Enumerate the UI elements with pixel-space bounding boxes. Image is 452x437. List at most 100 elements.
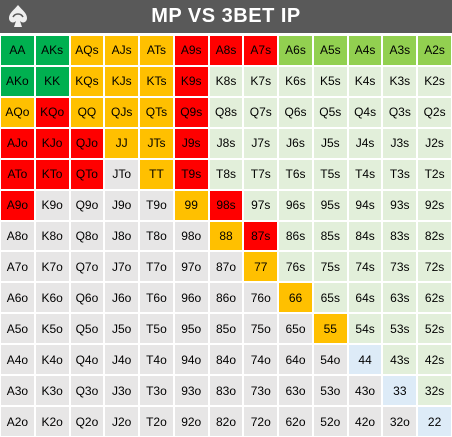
hand-cell-Q7o: Q7o bbox=[70, 252, 104, 282]
hand-cell-96o: 96o bbox=[174, 283, 208, 313]
hand-cell-64o: 64o bbox=[279, 345, 312, 375]
hand-cell-J6o: J6o bbox=[105, 283, 139, 313]
hand-cell-J2o: J2o bbox=[105, 407, 139, 436]
hand-cell-K5o: K5o bbox=[35, 314, 69, 344]
hand-cell-Q5o: Q5o bbox=[70, 314, 104, 344]
hand-cell-A3s: A3s bbox=[383, 36, 417, 65]
hand-cell-43s: 43s bbox=[383, 345, 417, 375]
hand-range-grid: AA AKs AQs AJs ATs A9s A8s A7s A6s A5s A4s A3s A2s AK… bbox=[0, 35, 452, 437]
hand-cell-AKs: AKs bbox=[35, 36, 69, 65]
hand-cell-75s: 75s bbox=[313, 252, 347, 282]
hand-cell-82s: 82s bbox=[418, 221, 451, 251]
hand-cell-A2o: A2o bbox=[1, 407, 34, 436]
hand-cell-63o: 63o bbox=[279, 376, 312, 406]
hand-cell-T9s: T9s bbox=[174, 159, 208, 189]
hand-cell-KJs: KJs bbox=[105, 66, 139, 96]
hand-cell-AJs: AJs bbox=[105, 36, 139, 65]
hand-cell-T2o: T2o bbox=[140, 407, 173, 436]
hand-cell-A8s: A8s bbox=[209, 36, 243, 65]
hand-cell-22: 22 bbox=[418, 407, 451, 436]
hand-cell-53o: 53o bbox=[313, 376, 347, 406]
hand-cell-J5o: J5o bbox=[105, 314, 139, 344]
hand-cell-42s: 42s bbox=[418, 345, 451, 375]
hand-cell-62o: 62o bbox=[279, 407, 312, 436]
hand-cell-T5s: T5s bbox=[313, 159, 347, 189]
hand-cell-93o: 93o bbox=[174, 376, 208, 406]
hand-cell-A7o: A7o bbox=[1, 252, 34, 282]
hand-cell-K2o: K2o bbox=[35, 407, 69, 436]
hand-cell-T8s: T8s bbox=[209, 159, 243, 189]
hand-cell-A4s: A4s bbox=[348, 36, 382, 65]
hand-cell-KQo: KQo bbox=[35, 97, 69, 127]
hand-cell-Q3o: Q3o bbox=[70, 376, 104, 406]
hand-cell-Q6s: Q6s bbox=[279, 97, 312, 127]
hand-cell-JTo: JTo bbox=[105, 159, 139, 189]
hand-cell-73s: 73s bbox=[383, 252, 417, 282]
hand-cell-82o: 82o bbox=[209, 407, 243, 436]
hand-cell-92o: 92o bbox=[174, 407, 208, 436]
hand-cell-A9s: A9s bbox=[174, 36, 208, 65]
hand-cell-K9o: K9o bbox=[35, 190, 69, 220]
hand-cell-QTs: QTs bbox=[140, 97, 173, 127]
hand-cell-65s: 65s bbox=[313, 283, 347, 313]
hand-cell-Q6o: Q6o bbox=[70, 283, 104, 313]
hand-cell-A2s: A2s bbox=[418, 36, 451, 65]
hand-cell-32o: 32o bbox=[383, 407, 417, 436]
hand-cell-Q3s: Q3s bbox=[383, 97, 417, 127]
hand-cell-AQo: AQo bbox=[1, 97, 34, 127]
hand-cell-55: 55 bbox=[313, 314, 347, 344]
hand-cell-87s: 87s bbox=[244, 221, 278, 251]
hand-cell-76s: 76s bbox=[279, 252, 312, 282]
hand-cell-JJ: JJ bbox=[105, 128, 139, 158]
hand-cell-A6s: A6s bbox=[279, 36, 312, 65]
hand-cell-T9o: T9o bbox=[140, 190, 173, 220]
hand-cell-87o: 87o bbox=[209, 252, 243, 282]
hand-cell-96s: 96s bbox=[279, 190, 312, 220]
hand-cell-J7o: J7o bbox=[105, 252, 139, 282]
hand-cell-K8s: K8s bbox=[209, 66, 243, 96]
hand-cell-J4s: J4s bbox=[348, 128, 382, 158]
spade-swirl-logo-icon bbox=[9, 5, 27, 27]
hand-cell-K6o: K6o bbox=[35, 283, 69, 313]
hand-cell-74s: 74s bbox=[348, 252, 382, 282]
hand-cell-J3o: J3o bbox=[105, 376, 139, 406]
hand-cell-K2s: K2s bbox=[418, 66, 451, 96]
hand-cell-32s: 32s bbox=[418, 376, 451, 406]
hand-cell-T5o: T5o bbox=[140, 314, 173, 344]
hand-cell-98o: 98o bbox=[174, 221, 208, 251]
hand-cell-94o: 94o bbox=[174, 345, 208, 375]
hand-cell-Q5s: Q5s bbox=[313, 97, 347, 127]
hand-cell-K8o: K8o bbox=[35, 221, 69, 251]
hand-cell-52o: 52o bbox=[313, 407, 347, 436]
hand-cell-QQ: QQ bbox=[70, 97, 104, 127]
hand-cell-KQs: KQs bbox=[70, 66, 104, 96]
hand-cell-88: 88 bbox=[209, 221, 243, 251]
hand-cell-J7s: J7s bbox=[244, 128, 278, 158]
hand-cell-86o: 86o bbox=[209, 283, 243, 313]
hand-cell-76o: 76o bbox=[244, 283, 278, 313]
hand-cell-54s: 54s bbox=[348, 314, 382, 344]
hand-cell-72s: 72s bbox=[418, 252, 451, 282]
hand-cell-AKo: AKo bbox=[1, 66, 34, 96]
hand-cell-A5s: A5s bbox=[313, 36, 347, 65]
hand-cell-T4s: T4s bbox=[348, 159, 382, 189]
hand-cell-98s: 98s bbox=[209, 190, 243, 220]
hand-cell-83s: 83s bbox=[383, 221, 417, 251]
hand-cell-A9o: A9o bbox=[1, 190, 34, 220]
hand-cell-T7s: T7s bbox=[244, 159, 278, 189]
hand-cell-33: 33 bbox=[383, 376, 417, 406]
hand-cell-52s: 52s bbox=[418, 314, 451, 344]
hand-cell-77: 77 bbox=[244, 252, 278, 282]
hand-cell-72o: 72o bbox=[244, 407, 278, 436]
hand-cell-Q8o: Q8o bbox=[70, 221, 104, 251]
hand-cell-A8o: A8o bbox=[1, 221, 34, 251]
hand-cell-J4o: J4o bbox=[105, 345, 139, 375]
hand-cell-44: 44 bbox=[348, 345, 382, 375]
hand-cell-83o: 83o bbox=[209, 376, 243, 406]
hand-cell-Q4o: Q4o bbox=[70, 345, 104, 375]
hand-cell-A3o: A3o bbox=[1, 376, 34, 406]
hand-cell-62s: 62s bbox=[418, 283, 451, 313]
hand-cell-92s: 92s bbox=[418, 190, 451, 220]
hand-cell-K7s: K7s bbox=[244, 66, 278, 96]
hand-cell-Q2s: Q2s bbox=[418, 97, 451, 127]
